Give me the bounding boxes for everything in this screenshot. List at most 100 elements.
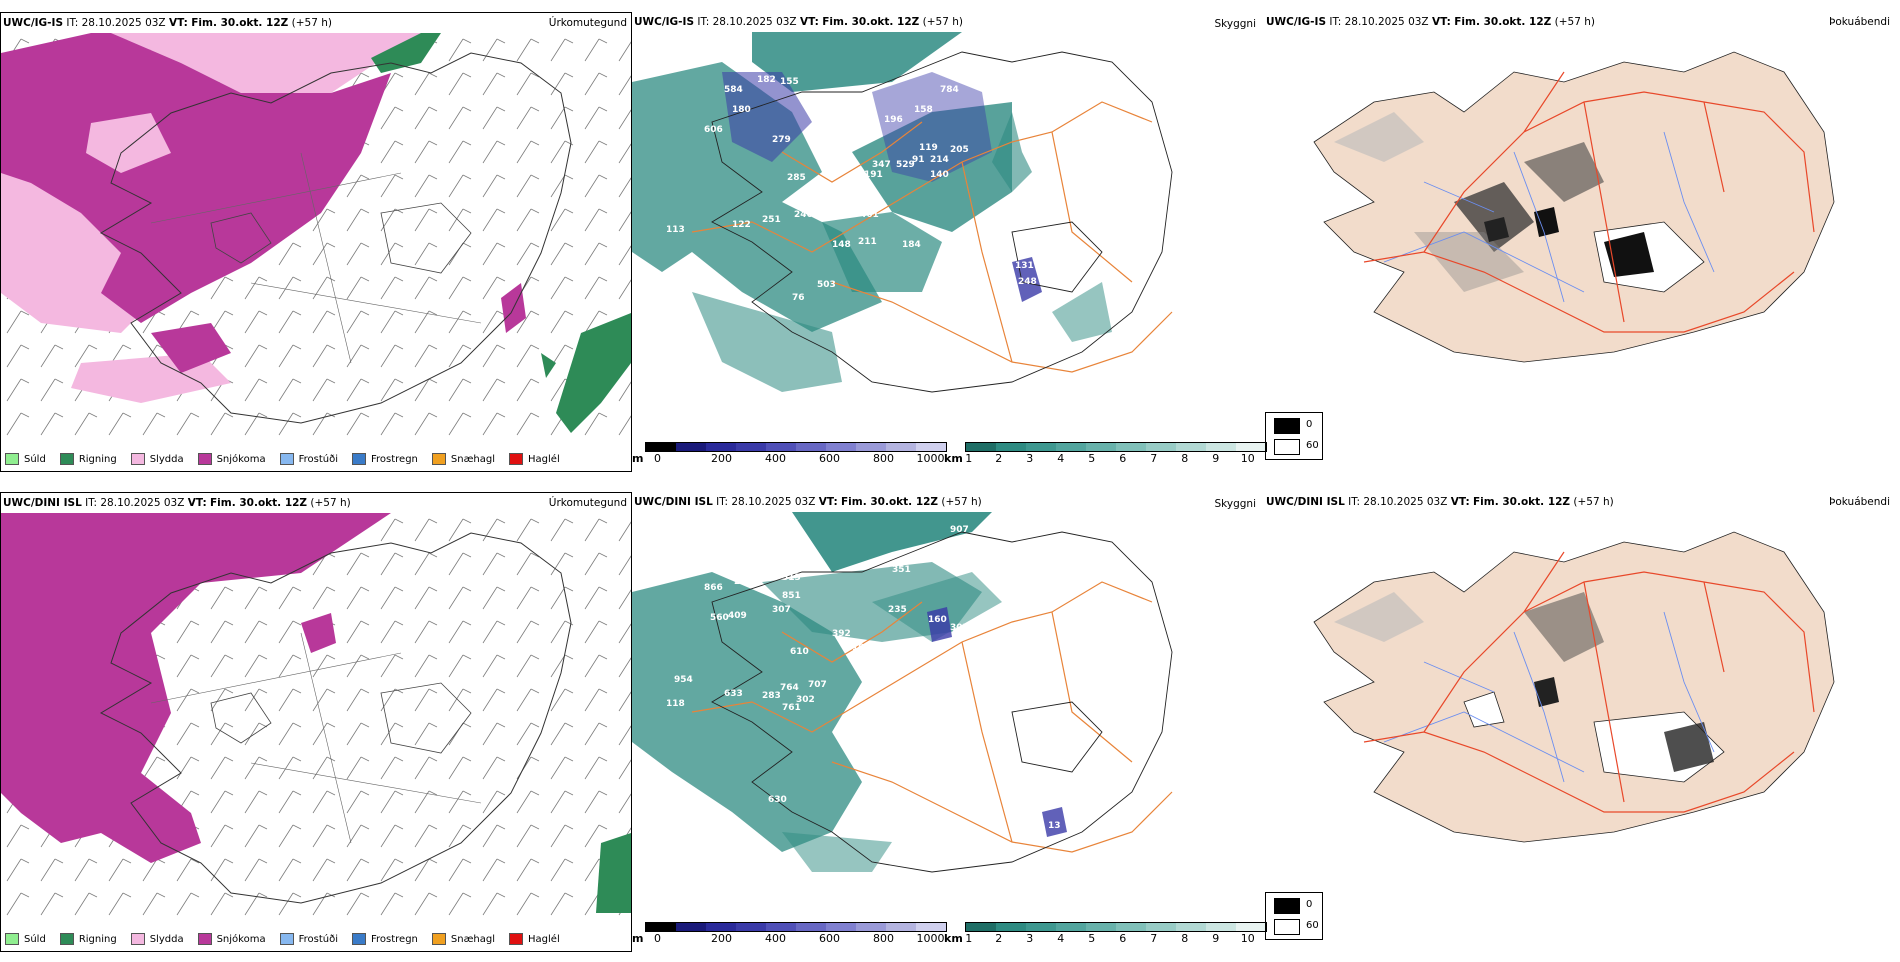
vis-label: 113 (666, 225, 685, 235)
vt-label: VT: (1450, 496, 1470, 508)
vt-value: Fim. 30.okt. 12Z (1454, 16, 1552, 28)
vis-value-labels: 584 182 155 180 606 279 370 196 158 784 … (666, 75, 1037, 303)
precip-type-panel[interactable]: UWC/IG-IS IT: 28.10.2025 03Z VT: Fim. 30… (0, 12, 632, 472)
colorbar-tick: 800 (872, 932, 894, 945)
vis-label: 235 (888, 605, 907, 615)
legend-item: Frostúði (279, 933, 338, 945)
precip-map (1, 513, 631, 923)
visibility-map: 643 611 166 513 866 267 851 560 409 307 … (632, 512, 1173, 873)
vis-label: 140 (930, 170, 949, 180)
vis-label: 633 (724, 689, 743, 699)
vis-label: 211 (858, 237, 877, 247)
vis-label: 279 (772, 135, 791, 145)
colorbar-km: km 1 2 3 4 5 6 7 8 (944, 442, 1267, 465)
vt-value: Fim. 30.okt. 12Z (191, 17, 289, 29)
vis-label: 155 (780, 77, 799, 87)
colorbar-tick: 8 (1181, 932, 1189, 945)
vt-label: VT: (1431, 16, 1451, 28)
colorbar-tick: 7 (1150, 932, 1158, 945)
vis-label: 182 (757, 75, 776, 85)
vis-label: 302 (796, 695, 815, 705)
vis-label: 205 (950, 145, 969, 155)
precip-type-panel[interactable]: UWC/DINI ISL IT: 28.10.2025 03Z VT: Fim.… (0, 492, 632, 952)
colorbar-tick: 600 (818, 932, 840, 945)
colorbar-tick: 7 (1150, 452, 1158, 465)
legend-item: Snjókoma (197, 453, 266, 465)
vt-label: VT: (799, 16, 819, 28)
legend-item: Haglél (509, 933, 560, 945)
it-label: IT: (66, 17, 79, 29)
model-name: UWC/IG-IS (634, 16, 695, 28)
colorbar-tick: 1 (965, 452, 973, 465)
vis-label: 91 (912, 155, 925, 165)
colorbar-m: m 0 200 400 600 800 1000 (632, 922, 948, 945)
visibility-panel[interactable]: UWC/IG-IS IT: 28.10.2025 03Z VT: Fim. 30… (632, 12, 1264, 472)
legend-item: Haglél (509, 453, 560, 465)
model-name: UWC/DINI ISL (1266, 496, 1345, 508)
precip-legend: Súld Rigning Slydda Snjókoma Frostúði Fr… (5, 453, 560, 465)
vis-label: 148 (832, 240, 851, 250)
it-value: 28.10.2025 03Z (1344, 16, 1429, 28)
panel-header: UWC/IG-IS IT: 28.10.2025 03Z VT: Fim. 30… (3, 17, 332, 29)
vis-label: 866 (704, 583, 723, 593)
colorbar-tick: 9 (1212, 932, 1220, 945)
row-ig-is: UWC/IG-IS IT: 28.10.2025 03Z VT: Fim. 30… (0, 12, 1900, 482)
colorbar-tick: 8 (1181, 452, 1189, 465)
it-label: IT: (85, 497, 98, 509)
colorbar-tick: 800 (872, 452, 894, 465)
it-label: IT: (716, 496, 729, 508)
panel-header: UWC/DINI ISL IT: 28.10.2025 03Z VT: Fim.… (1266, 496, 1614, 508)
it-value: 28.10.2025 03Z (731, 496, 816, 508)
legend-item: Slydda (130, 933, 184, 945)
colorbar-tick: 2 (995, 452, 1003, 465)
vis-label: 118 (666, 699, 685, 709)
visibility-panel[interactable]: UWC/DINI ISL IT: 28.10.2025 03Z VT: Fim.… (632, 492, 1264, 952)
fog-panel[interactable]: UWC/DINI ISL IT: 28.10.2025 03Z VT: Fim.… (1264, 492, 1900, 952)
it-value: 28.10.2025 03Z (712, 16, 797, 28)
vis-label: 191 (864, 170, 883, 180)
panel-header: UWC/DINI ISL IT: 28.10.2025 03Z VT: Fim.… (634, 496, 982, 508)
fog-legend: 0 60 (1265, 892, 1323, 940)
panel-header: UWC/IG-IS IT: 28.10.2025 03Z VT: Fim. 30… (634, 16, 963, 28)
vis-label: 283 (762, 691, 781, 701)
colorbar-tick: 10 (1240, 932, 1255, 945)
vis-label: 119 (919, 143, 938, 153)
vis-label: 184 (902, 240, 921, 250)
vis-label: 461 (860, 210, 879, 220)
vis-label: 307 (772, 605, 791, 615)
legend-item: Rigning (59, 933, 117, 945)
vis-label: 267 (734, 577, 753, 587)
colorbar-tick: 6 (1119, 452, 1127, 465)
panel-header: UWC/DINI ISL IT: 28.10.2025 03Z VT: Fim.… (3, 497, 351, 509)
vis-label: 160 (928, 615, 947, 625)
vis-label: 503 (817, 280, 836, 290)
vis-label: 122 (732, 220, 751, 230)
vis-label: 285 (787, 173, 806, 183)
fog-map (1313, 531, 1835, 843)
it-label: IT: (697, 16, 710, 28)
fog-legend: 0 60 (1265, 412, 1323, 460)
colorbar-tick: 400 (764, 452, 786, 465)
colorbar-tick: 600 (818, 452, 840, 465)
vt-value: Fim. 30.okt. 12Z (822, 16, 920, 28)
vis-label: 610 (790, 647, 809, 657)
panel-title: Þokuábendi (1829, 16, 1890, 28)
colorbar-tick: 10 (1240, 452, 1255, 465)
model-name: UWC/DINI ISL (634, 496, 713, 508)
it-label: IT: (1329, 16, 1342, 28)
vis-label: 611 (750, 555, 769, 565)
lead-time: (+57 h) (1573, 496, 1614, 508)
panel-title: Skyggni (1214, 18, 1257, 30)
vis-label: 347 (872, 160, 891, 170)
legend-item: Frostregn (352, 933, 418, 945)
colorbar-tick: 4 (1057, 932, 1065, 945)
it-value: 28.10.2025 03Z (1363, 496, 1448, 508)
vis-label: 784 (940, 85, 959, 95)
fog-panel[interactable]: UWC/IG-IS IT: 28.10.2025 03Z VT: Fim. 30… (1264, 12, 1900, 472)
panel-header: UWC/IG-IS IT: 28.10.2025 03Z VT: Fim. 30… (1266, 16, 1595, 28)
lead-time: (+57 h) (291, 17, 332, 29)
vt-value: Fim. 30.okt. 12Z (1473, 496, 1571, 508)
panel-title: Úrkomutegund (548, 17, 627, 29)
colorbar-tick: 2 (995, 932, 1003, 945)
colorbar-tick: 5 (1088, 452, 1096, 465)
